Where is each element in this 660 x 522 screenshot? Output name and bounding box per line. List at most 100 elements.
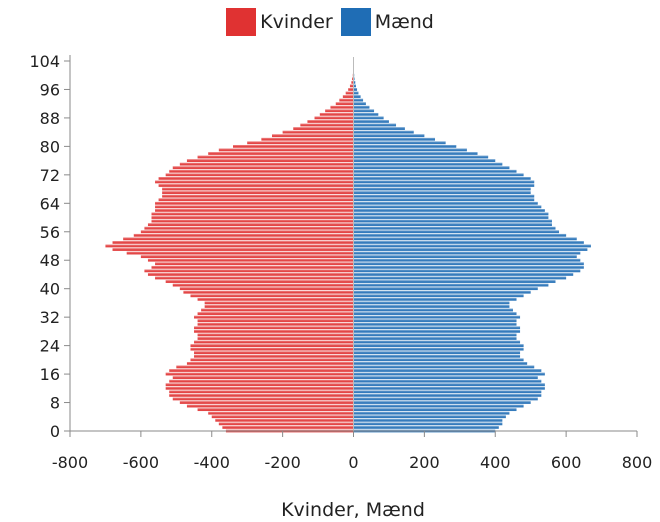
bar-maend-age-36 — [353, 301, 510, 305]
bar-maend-age-68 — [353, 187, 531, 191]
bar-highlight-kvinder-age-65 — [158, 198, 354, 200]
bar-highlight-maend-age-67 — [353, 191, 531, 193]
bar-highlight-kvinder-age-26 — [197, 337, 354, 339]
x-tick-label: 400 — [480, 453, 511, 472]
bar-maend-age-80 — [353, 144, 457, 148]
y-tick-label: 8 — [50, 394, 60, 413]
bar-maend-age-50 — [353, 251, 581, 255]
bar-kvinder-age-17 — [169, 369, 354, 372]
bar-maend-age-89 — [353, 112, 379, 116]
bar-highlight-maend-age-79 — [353, 148, 467, 150]
bar-highlight-maend-age-46 — [353, 265, 584, 267]
bar-highlight-kvinder-age-23 — [190, 347, 354, 349]
bar-kvinder-age-49 — [140, 255, 354, 259]
bar-kvinder-age-59 — [151, 219, 354, 223]
bar-maend-age-62 — [353, 209, 545, 212]
bar-highlight-maend-age-3 — [353, 418, 503, 420]
legend-item-maend[interactable]: Mænd — [340, 8, 434, 36]
bar-maend-age-69 — [353, 184, 535, 187]
bar-kvinder-age-47 — [155, 262, 354, 266]
bar-highlight-kvinder-age-66 — [162, 194, 354, 196]
bar-maend-age-74 — [353, 166, 510, 170]
bar-maend-age-31 — [353, 319, 517, 323]
bar-maend-age-56 — [353, 230, 560, 234]
bar-kvinder-age-40 — [179, 287, 354, 291]
bar-kvinder-age-46 — [151, 265, 354, 269]
bar-maend-age-67 — [353, 191, 531, 195]
bar-kvinder-age-97 — [349, 84, 354, 88]
bar-highlight-kvinder-age-75 — [179, 162, 354, 164]
bar-maend-age-86 — [353, 123, 397, 127]
x-tick-label: -600 — [123, 453, 159, 472]
bar-highlight-kvinder-age-39 — [183, 290, 354, 292]
bar-kvinder-age-83 — [271, 134, 354, 138]
bar-kvinder-age-31 — [197, 319, 354, 323]
bar-maend-age-57 — [353, 226, 556, 230]
bar-highlight-kvinder-age-91 — [330, 105, 354, 107]
bar-maend-age-34 — [353, 308, 513, 312]
bar-kvinder-age-16 — [165, 372, 354, 376]
bar-highlight-kvinder-age-73 — [169, 169, 354, 171]
bar-maend-age-43 — [353, 276, 567, 280]
bar-kvinder-age-20 — [190, 358, 354, 362]
bar-maend-age-54 — [353, 237, 577, 241]
bar-highlight-kvinder-age-49 — [140, 255, 354, 257]
bar-kvinder-age-53 — [112, 241, 354, 244]
bar-highlight-maend-age-32 — [353, 315, 521, 317]
bar-kvinder-age-60 — [151, 216, 354, 219]
bar-highlight-kvinder-age-19 — [186, 362, 354, 363]
bar-highlight-kvinder-age-60 — [151, 216, 354, 218]
bar-highlight-kvinder-age-47 — [155, 262, 354, 264]
bar-kvinder-age-38 — [190, 294, 354, 298]
bar-maend-age-48 — [353, 258, 581, 262]
bar-kvinder-age-51 — [112, 248, 354, 251]
bar-maend-age-12 — [353, 386, 545, 390]
bar-highlight-kvinder-age-89 — [319, 112, 354, 114]
bar-maend-age-64 — [353, 201, 538, 205]
bar-highlight-maend-age-48 — [353, 258, 581, 260]
bar-kvinder-age-2 — [218, 422, 354, 426]
bar-kvinder-age-28 — [194, 329, 354, 333]
bar-maend-age-49 — [353, 255, 577, 259]
bar-maend-age-14 — [353, 379, 542, 383]
bar-maend-age-93 — [353, 98, 364, 102]
bar-highlight-maend-age-44 — [353, 273, 574, 275]
legend-item-kvinder[interactable]: Kvinder — [226, 8, 333, 36]
bar-highlight-maend-age-31 — [353, 319, 517, 321]
bar-maend-age-23 — [353, 347, 524, 351]
bar-kvinder-age-32 — [194, 315, 354, 319]
bar-kvinder-age-24 — [190, 344, 354, 348]
bar-maend-age-8 — [353, 401, 531, 404]
bar-highlight-kvinder-age-6 — [197, 408, 354, 410]
bar-highlight-kvinder-age-64 — [155, 201, 354, 203]
bar-kvinder-age-91 — [330, 105, 354, 109]
bar-highlight-kvinder-age-12 — [165, 386, 354, 388]
bar-kvinder-age-18 — [176, 365, 354, 369]
bar-maend-age-99 — [353, 77, 355, 81]
bar-highlight-kvinder-age-17 — [169, 369, 354, 371]
bar-highlight-kvinder-age-0 — [225, 429, 354, 431]
y-tick-label: 80 — [40, 137, 60, 156]
y-tick-label: 32 — [40, 308, 60, 327]
bar-maend-age-29 — [353, 326, 521, 330]
bar-kvinder-age-70 — [155, 180, 354, 184]
bar-highlight-kvinder-age-70 — [155, 180, 354, 182]
bar-highlight-kvinder-age-97 — [349, 84, 354, 86]
x-tick-label: 0 — [348, 453, 358, 472]
bar-highlight-maend-age-14 — [353, 379, 542, 381]
bar-highlight-maend-age-87 — [353, 120, 389, 122]
bar-highlight-maend-age-80 — [353, 144, 457, 146]
bar-highlight-maend-age-36 — [353, 301, 510, 303]
bar-highlight-kvinder-age-57 — [144, 226, 354, 228]
bar-kvinder-age-19 — [186, 362, 354, 365]
bar-highlight-kvinder-age-18 — [176, 365, 354, 367]
bar-highlight-maend-age-70 — [353, 180, 535, 182]
bar-kvinder-age-25 — [194, 340, 354, 344]
bar-kvinder-age-87 — [307, 120, 354, 123]
bar-highlight-maend-age-69 — [353, 184, 535, 186]
bar-maend-age-59 — [353, 219, 552, 223]
bar-highlight-maend-age-40 — [353, 287, 538, 289]
bar-maend-age-63 — [353, 205, 542, 209]
bar-highlight-maend-age-10 — [353, 394, 542, 396]
bar-highlight-kvinder-age-16 — [165, 372, 354, 374]
